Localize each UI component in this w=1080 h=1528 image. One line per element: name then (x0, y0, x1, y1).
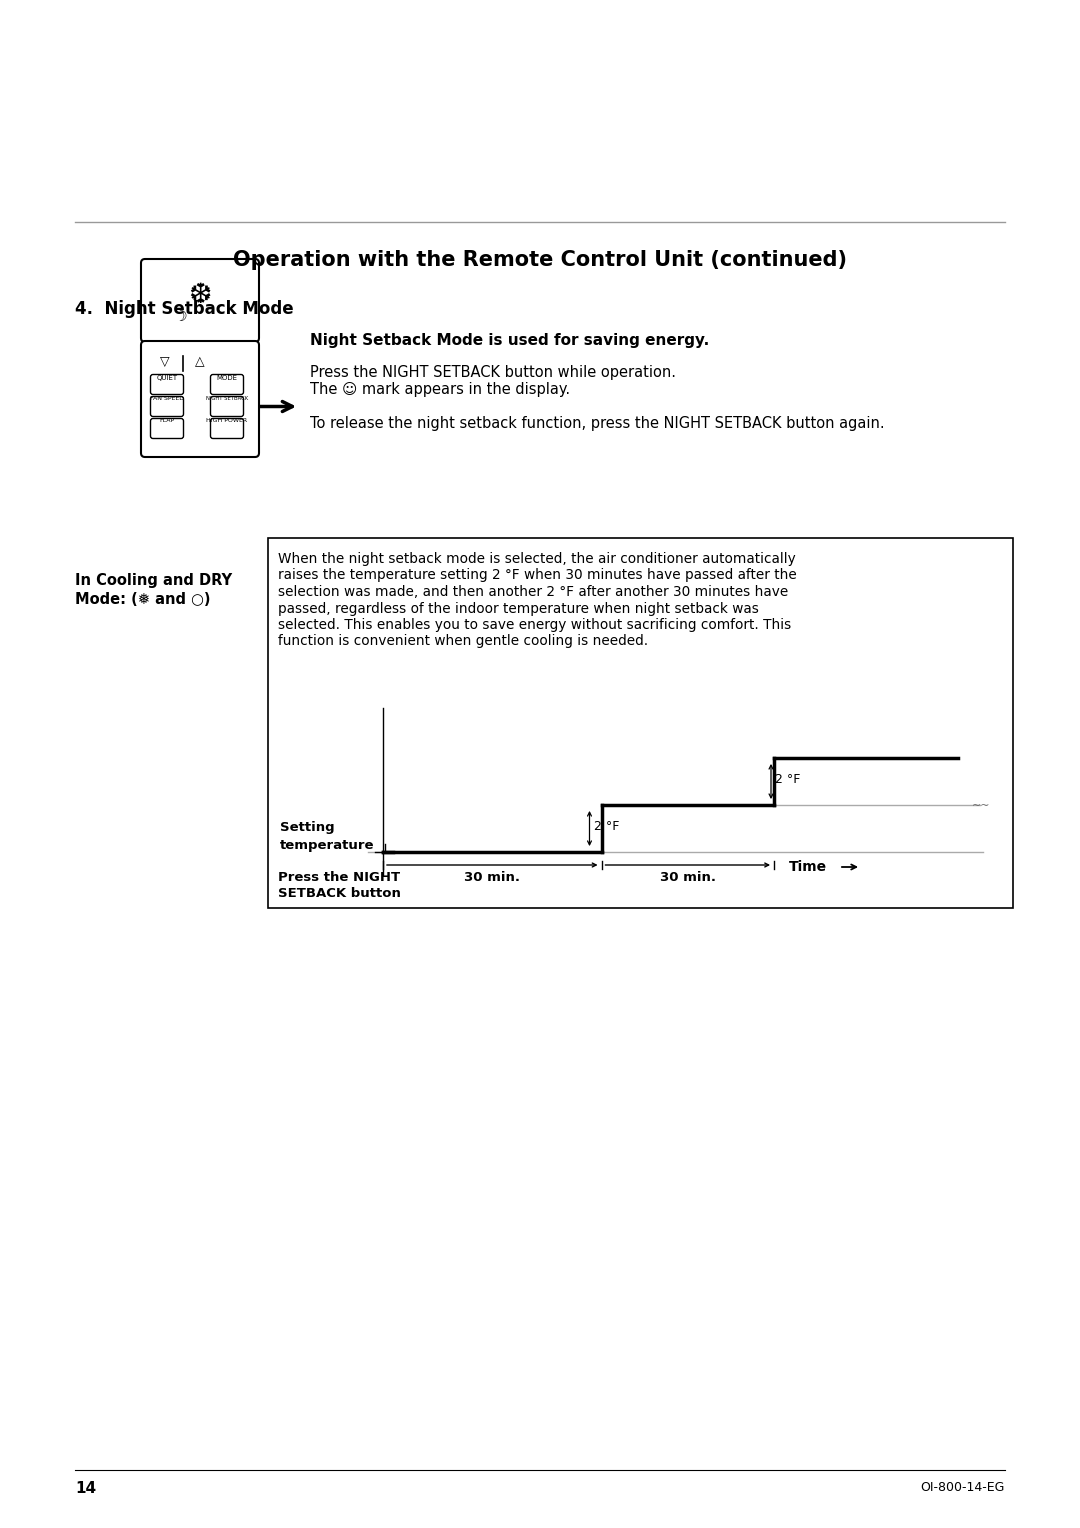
Text: QUIET: QUIET (157, 374, 177, 380)
Text: SETBACK button: SETBACK button (278, 886, 401, 900)
Text: 2 °F: 2 °F (775, 773, 800, 785)
Text: Press the NIGHT SETBACK button while operation.: Press the NIGHT SETBACK button while ope… (310, 365, 676, 380)
Text: selection was made, and then another 2 °F after another 30 minutes have: selection was made, and then another 2 °… (278, 585, 788, 599)
Text: When the night setback mode is selected, the air conditioner automatically: When the night setback mode is selected,… (278, 552, 796, 565)
Text: selected. This enables you to save energy without sacrificing comfort. This: selected. This enables you to save energ… (278, 617, 792, 633)
Text: OI-800-14-EG: OI-800-14-EG (920, 1481, 1005, 1494)
Text: 4.  Night Setback Mode: 4. Night Setback Mode (75, 299, 294, 318)
Text: In Cooling and DRY: In Cooling and DRY (75, 573, 232, 588)
Text: Setting: Setting (280, 821, 335, 834)
Text: Operation with the Remote Control Unit (continued): Operation with the Remote Control Unit (… (233, 251, 847, 270)
Text: 30 min.: 30 min. (464, 871, 521, 885)
Text: ❆: ❆ (188, 281, 212, 309)
FancyBboxPatch shape (211, 419, 243, 439)
Text: Time: Time (789, 860, 827, 874)
Text: temperature: temperature (280, 839, 375, 853)
Text: ▽: ▽ (160, 354, 170, 368)
FancyBboxPatch shape (150, 419, 184, 439)
Text: HIGH POWER: HIGH POWER (206, 419, 247, 423)
Text: FLAP: FLAP (160, 419, 175, 423)
Text: Press the NIGHT: Press the NIGHT (278, 871, 400, 885)
Text: △: △ (195, 354, 205, 368)
Text: ~~: ~~ (972, 801, 990, 811)
Text: Mode: (❅ and ○): Mode: (❅ and ○) (75, 591, 211, 607)
Text: The ☺ mark appears in the display.: The ☺ mark appears in the display. (310, 382, 570, 397)
FancyBboxPatch shape (141, 260, 259, 342)
Bar (268, 538, 1013, 908)
Text: Night Setback Mode is used for saving energy.: Night Setback Mode is used for saving en… (310, 333, 710, 348)
Text: passed, regardless of the indoor temperature when night setback was: passed, regardless of the indoor tempera… (278, 602, 759, 616)
Text: NIGHT SETBACK: NIGHT SETBACK (206, 396, 248, 400)
FancyBboxPatch shape (211, 374, 243, 394)
FancyBboxPatch shape (211, 396, 243, 417)
FancyBboxPatch shape (141, 341, 259, 457)
Text: 14: 14 (75, 1481, 96, 1496)
Text: ☽: ☽ (173, 309, 187, 324)
Text: raises the temperature setting 2 °F when 30 minutes have passed after the: raises the temperature setting 2 °F when… (278, 568, 797, 582)
Text: 2 °F: 2 °F (594, 821, 619, 833)
Text: 30 min.: 30 min. (660, 871, 716, 885)
FancyBboxPatch shape (150, 374, 184, 394)
Text: MODE: MODE (216, 374, 238, 380)
Text: FAN SPEED: FAN SPEED (150, 396, 184, 400)
FancyBboxPatch shape (150, 396, 184, 417)
Text: To release the night setback function, press the NIGHT SETBACK button again.: To release the night setback function, p… (310, 416, 885, 431)
Text: function is convenient when gentle cooling is needed.: function is convenient when gentle cooli… (278, 634, 648, 648)
